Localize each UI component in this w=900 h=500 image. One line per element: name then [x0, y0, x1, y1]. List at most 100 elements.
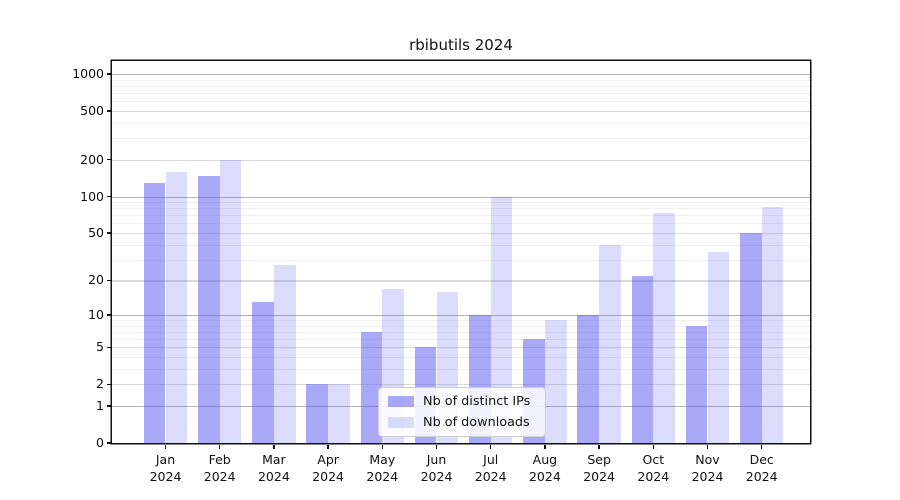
y-tick-label: 100 [80, 188, 104, 204]
gridline-minor [112, 259, 810, 261]
gridline [112, 74, 810, 76]
gridline-minor [112, 223, 810, 225]
bar-downloads-dec [761, 207, 784, 443]
y-tick-mark [106, 110, 111, 112]
gridline-minor [112, 85, 810, 87]
bar-downloads-feb [219, 159, 242, 443]
x-tick-mark [273, 444, 275, 449]
bar-distinct-ips-may [360, 331, 383, 443]
gridline-minor [112, 331, 810, 333]
legend: Nb of distinct IPs Nb of downloads [378, 387, 546, 437]
x-tick-label: Apr 2024 [312, 452, 344, 484]
gridline-minor [112, 325, 810, 327]
x-tick-mark [327, 444, 329, 449]
y-tick-mark [106, 159, 111, 161]
y-tick-mark [106, 232, 111, 234]
gridline-minor [112, 122, 810, 124]
gridline [112, 233, 810, 235]
bar-distinct-ips-oct [631, 275, 654, 443]
bar-downloads-apr [328, 384, 350, 443]
x-tick-mark [219, 444, 221, 449]
gridline-minor [112, 215, 810, 217]
bar-downloads-jul [490, 196, 513, 443]
y-tick-label: 0 [96, 435, 104, 450]
gridline-minor [112, 369, 810, 370]
bar-downloads-sep [599, 244, 621, 443]
x-tick-mark [544, 444, 546, 449]
x-tick-mark [652, 444, 654, 449]
y-tick-label: 5 [96, 339, 104, 355]
x-tick-mark [761, 444, 763, 449]
legend-label-distinct-ips: Nb of distinct IPs [423, 394, 531, 409]
bar-distinct-ips-sep [577, 314, 600, 443]
y-tick-label: 20 [88, 272, 104, 288]
x-tick-mark [435, 444, 438, 449]
bar-distinct-ips-apr [306, 384, 329, 443]
y-tick-label: 200 [80, 151, 104, 167]
x-tick-mark [381, 444, 383, 449]
y-tick-mark [106, 279, 111, 282]
x-tick-mark [598, 444, 600, 449]
y-tick-label: 2 [96, 376, 104, 392]
y-tick-mark [106, 383, 111, 385]
x-tick-label: Aug 2024 [528, 452, 561, 484]
legend-swatch-distinct-ips [388, 396, 414, 407]
bar-distinct-ips-feb [198, 175, 220, 443]
x-tick-label: Dec 2024 [745, 452, 778, 484]
gridline-minor [112, 79, 810, 81]
x-tick-label: Sep 2024 [583, 452, 615, 484]
gridline-minor [112, 320, 810, 321]
x-tick-label: May 2024 [366, 452, 399, 484]
gridline-minor [112, 101, 810, 103]
x-tick-mark [706, 444, 709, 449]
x-tick-label: Jan 2024 [149, 452, 182, 484]
gridline-minor [112, 357, 810, 358]
x-tick-label: Jun 2024 [420, 452, 453, 484]
gridline-minor [112, 208, 810, 210]
gridline-minor [112, 202, 810, 204]
y-tick-label: 500 [80, 102, 104, 118]
bar-distinct-ips-nov [685, 325, 708, 443]
y-tick-mark [106, 442, 111, 444]
gridline [112, 347, 810, 349]
gridline [112, 110, 810, 113]
bar-distinct-ips-jan [143, 182, 166, 443]
y-tick-mark [106, 405, 111, 407]
y-tick-mark [106, 73, 111, 75]
y-tick-label: 50 [88, 225, 104, 240]
bar-distinct-ips-dec [740, 233, 762, 443]
gridline-minor [112, 244, 810, 246]
gridline [112, 196, 810, 198]
gridline [112, 159, 810, 161]
gridline [112, 314, 810, 317]
bar-downloads-nov [707, 251, 730, 443]
legend-label-downloads: Nb of downloads [423, 415, 530, 430]
y-tick-mark [106, 195, 111, 198]
bar-distinct-ips-mar [252, 302, 274, 443]
gridline [112, 384, 810, 386]
y-tick-mark [106, 346, 111, 348]
x-tick-mark [164, 444, 167, 449]
x-tick-label: Feb 2024 [203, 452, 236, 484]
gridline-minor [112, 93, 810, 94]
legend-row-downloads: Nb of downloads [388, 415, 536, 430]
gridline [112, 280, 810, 282]
x-tick-label: Nov 2024 [691, 452, 724, 484]
y-tick-label: 1000 [72, 66, 104, 81]
plot-area: Nb of distinct IPs Nb of downloads [112, 61, 810, 443]
bar-downloads-aug [544, 320, 567, 443]
y-tick-label: 10 [88, 306, 104, 322]
bar-downloads-mar [273, 265, 296, 443]
y-tick-mark [106, 314, 111, 316]
x-tick-label: Jul 2024 [474, 452, 507, 484]
x-tick-label: Mar 2024 [257, 452, 290, 484]
bar-downloads-oct [653, 213, 675, 443]
legend-swatch-downloads [388, 417, 414, 428]
chart-title: rbibutils 2024 [409, 36, 513, 54]
legend-row-distinct-ips: Nb of distinct IPs [388, 394, 536, 409]
y-tick-label: 1 [96, 398, 104, 413]
bar-downloads-jan [165, 172, 188, 443]
gridline-minor [112, 138, 810, 140]
x-tick-mark [490, 444, 492, 449]
